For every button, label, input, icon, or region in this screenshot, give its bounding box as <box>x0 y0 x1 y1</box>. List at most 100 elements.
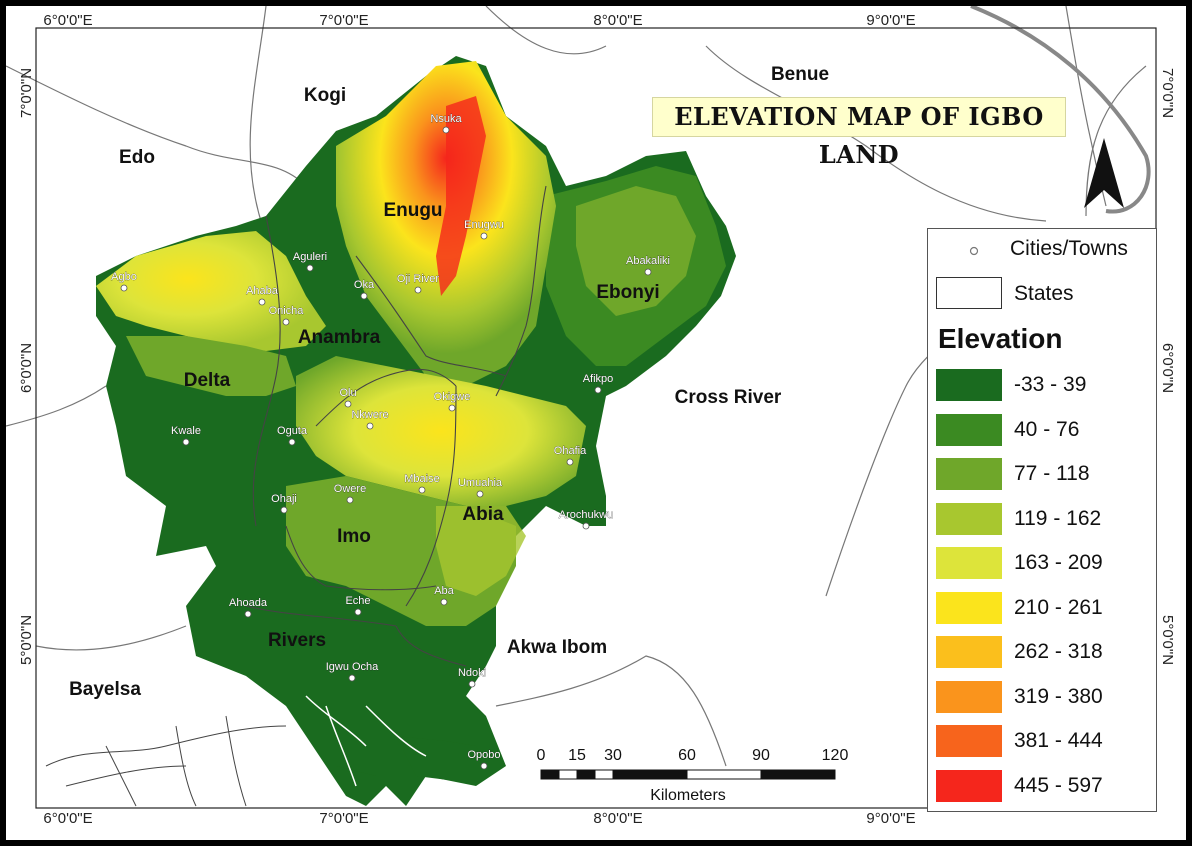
city-label: Ohaji <box>271 493 297 505</box>
coord-bottom-1: 6°0'0"E <box>43 810 92 827</box>
state-label-delta: Delta <box>184 370 231 391</box>
scale-tick-60: 60 <box>678 747 696 764</box>
city-label: Agbo <box>111 271 137 283</box>
state-label-anambra: Anambra <box>298 327 381 348</box>
city-label: Kwale <box>171 425 201 437</box>
river-channels <box>285 695 427 797</box>
legend-class-label: 210 - 261 <box>1014 595 1103 619</box>
city-label: Ohafia <box>554 445 587 457</box>
city-marker-icon[interactable] <box>566 458 574 466</box>
city-label: Aba <box>434 585 454 597</box>
city-label: Oguta <box>277 425 308 437</box>
legend-swatch <box>936 413 1002 446</box>
coord-bottom-3: 8°0'0"E <box>593 810 642 827</box>
city-marker-icon[interactable] <box>346 496 354 504</box>
graticule-labels: 6°0'0"E 7°0'0"E 8°0'0"E 9°0'0"E 6°0'0"E … <box>18 12 1176 827</box>
inside-state-labels: Enugu Ebonyi Anambra Delta Imo Abia Rive… <box>184 200 660 651</box>
legend-swatch <box>936 458 1002 490</box>
legend-swatch <box>936 680 1002 713</box>
city-marker-icon[interactable] <box>354 608 362 616</box>
city-marker-icon[interactable] <box>582 522 590 530</box>
city-marker-icon[interactable] <box>480 762 488 770</box>
abia-south <box>436 506 526 596</box>
city-marker-icon[interactable] <box>448 404 456 412</box>
legend-class-row: 381 - 444 <box>936 725 1103 757</box>
city-label: Ndoki <box>458 667 486 679</box>
legend-class-row: 319 - 380 <box>936 680 1103 713</box>
city-marker-icon[interactable] <box>344 400 352 408</box>
city-label: Enugwu <box>464 219 504 231</box>
city-label: Owere <box>334 483 366 495</box>
legend-class-row: 163 - 209 <box>936 547 1103 579</box>
north-arrow-icon <box>1084 138 1124 208</box>
city-marker-icon <box>969 246 979 256</box>
city-markers: Nsuka Enugwu Aguleri Oka Oji River Abakaliki A… <box>111 113 670 770</box>
city-marker-icon[interactable] <box>120 284 128 292</box>
coord-right-1: 7°0'0"N <box>1159 68 1176 118</box>
city-marker-icon[interactable] <box>280 506 288 514</box>
state-label-enugu: Enugu <box>383 200 442 221</box>
city-label: Onicha <box>269 305 305 317</box>
city-marker-icon[interactable] <box>440 598 448 606</box>
scale-unit: Kilometers <box>650 787 726 804</box>
city-marker-icon[interactable] <box>348 674 356 682</box>
legend-class-row: 40 - 76 <box>936 413 1080 446</box>
city-marker-icon[interactable] <box>282 318 290 326</box>
coord-right-3: 5°0'0"N <box>1159 615 1176 665</box>
scale-tick-15: 15 <box>568 747 586 764</box>
city-marker-icon[interactable] <box>468 680 476 688</box>
city-marker-icon[interactable] <box>644 268 652 276</box>
legend-class-label: 40 - 76 <box>1014 417 1080 441</box>
scale-bar: 0 15 30 60 90 120 Kilometers <box>537 747 849 804</box>
city-marker-icon[interactable] <box>288 438 296 446</box>
legend-class-row: 119 - 162 <box>936 502 1102 535</box>
city-marker-icon[interactable] <box>418 486 426 494</box>
city-marker-icon[interactable] <box>594 386 602 394</box>
city-label: Mbaise <box>404 473 439 485</box>
coastal-islands <box>306 706 486 781</box>
city-label: Oji River <box>397 273 440 285</box>
city-label: Eche <box>345 595 370 607</box>
city-marker-icon[interactable] <box>360 292 368 300</box>
city-marker-icon[interactable] <box>182 438 190 446</box>
legend-class-label: 163 - 209 <box>1014 551 1103 574</box>
legend-swatch <box>936 369 1002 401</box>
central-plateau <box>296 356 586 506</box>
city-label: Igwu Ocha <box>326 661 379 673</box>
state-label-ebonyi: Ebonyi <box>596 282 659 303</box>
elevation-map[interactable]: 6°0'0"E 7°0'0"E 8°0'0"E 9°0'0"E 6°0'0"E … <box>6 6 1186 840</box>
city-marker-icon[interactable] <box>442 126 450 134</box>
city-marker-icon[interactable] <box>476 490 484 498</box>
delta-upland <box>126 336 296 396</box>
city-marker-icon[interactable] <box>258 298 266 306</box>
state-label-abia: Abia <box>462 504 504 525</box>
city-marker-icon[interactable] <box>480 232 488 240</box>
coord-left-2: 6°0'0"N <box>18 343 35 393</box>
city-marker-icon[interactable] <box>414 286 422 294</box>
ebonyi-upland <box>576 186 696 316</box>
city-label: Nkwere <box>351 409 388 421</box>
legend-class-label: 445 - 597 <box>1014 773 1103 797</box>
state-label-imo: Imo <box>337 526 371 547</box>
legend: Cities/Towns States Elevation -33 - 39 40… <box>927 228 1157 812</box>
coord-top-2: 7°0'0"E <box>319 12 368 29</box>
legend-class-label: -33 - 39 <box>1014 373 1087 396</box>
city-label: Olu <box>339 387 356 399</box>
legend-class-label: 119 - 162 <box>1014 506 1102 530</box>
coord-top-1: 6°0'0"E <box>43 12 92 29</box>
nsukka-peak <box>436 96 486 296</box>
state-label-cross-river: Cross River <box>675 387 782 408</box>
legend-class-label: 77 - 118 <box>1014 462 1090 485</box>
city-label: Opobo <box>467 749 500 761</box>
state-label-edo: Edo <box>119 147 155 168</box>
state-boundaries <box>245 185 547 667</box>
legend-class-row: 77 - 118 <box>936 458 1090 490</box>
states-swatch <box>936 277 1002 309</box>
city-marker-icon[interactable] <box>306 264 314 272</box>
legend-swatch <box>936 769 1002 802</box>
city-marker-icon[interactable] <box>366 422 374 430</box>
outside-state-labels: Benue Kogi Edo Cross River Akwa Ibom Bay… <box>69 64 829 700</box>
legend-swatch <box>936 547 1002 579</box>
city-marker-icon[interactable] <box>244 610 252 618</box>
scale-tick-90: 90 <box>752 747 770 764</box>
